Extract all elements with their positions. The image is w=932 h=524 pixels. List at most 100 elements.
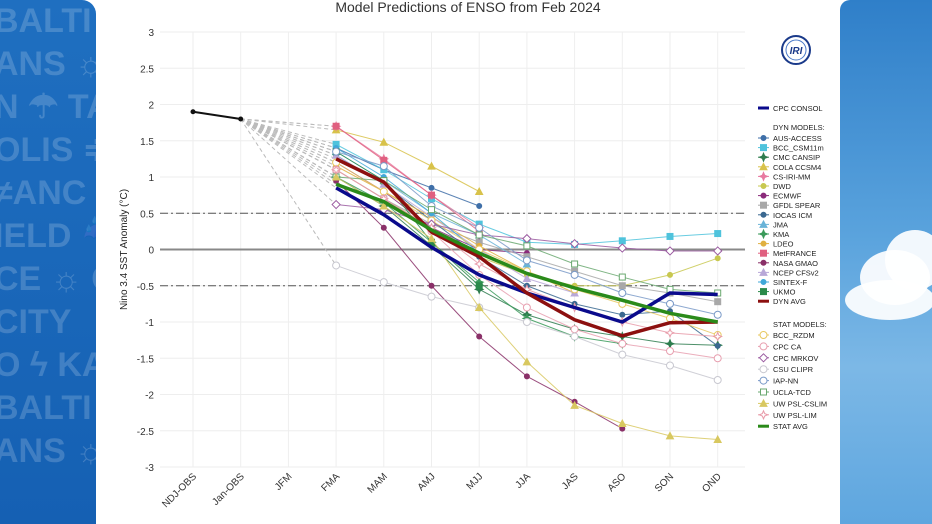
legend-marker <box>760 249 767 257</box>
legend-item: UW PSL-CSLIM <box>758 398 827 408</box>
legend-marker <box>760 183 767 189</box>
data-point <box>713 376 722 384</box>
data-point <box>523 373 530 380</box>
data-point <box>332 122 340 130</box>
observed-point <box>238 116 244 122</box>
data-point <box>712 331 723 342</box>
data-point <box>617 418 627 427</box>
data-point <box>618 289 627 297</box>
data-point <box>714 230 722 238</box>
y-tick-label: -3 <box>145 463 154 474</box>
data-point <box>714 255 721 262</box>
legend-label: JMA <box>773 220 788 229</box>
legend-marker <box>758 353 769 363</box>
legend-item: UKMO <box>758 288 796 297</box>
legend-item: STAT AVG <box>758 422 808 431</box>
legend-item: AUS-ACCESS <box>758 134 822 143</box>
y-axis-label: Nino 3.4 SST Anomaly (°C) <box>119 189 130 310</box>
legend-item: CS-IRI-MM <box>758 171 811 182</box>
legend-item: DWD <box>758 182 791 191</box>
legend-item: CPC CA <box>758 342 801 351</box>
data-point <box>522 303 531 312</box>
legend-item: LDEO <box>758 240 794 249</box>
legend-label: SINTEX-F <box>773 278 808 287</box>
legend-marker <box>760 279 767 285</box>
data-point <box>713 310 722 319</box>
data-point <box>331 199 341 210</box>
series-line <box>335 151 480 287</box>
data-point <box>570 332 579 341</box>
data-point <box>714 342 721 349</box>
legend-label: CMC CANSIP <box>773 153 820 162</box>
data-point <box>713 354 722 363</box>
legend-item: SINTEX-F <box>758 278 808 287</box>
background-word: BALTI <box>0 2 92 40</box>
legend-marker <box>758 409 769 421</box>
data-point <box>522 256 531 265</box>
legend-marker <box>759 162 768 171</box>
legend-label: IAP-NN <box>773 377 798 386</box>
legend-label: ECMWF <box>773 192 802 201</box>
connector-line <box>240 118 337 167</box>
data-point <box>618 339 627 348</box>
legend-label: AUS-ACCESS <box>773 134 822 143</box>
data-point <box>428 282 435 289</box>
legend-marker <box>760 288 767 296</box>
legend-item: NCEP CFSv2 <box>758 267 819 277</box>
legend-item: DYN AVG <box>758 297 806 306</box>
legend-marker <box>759 219 768 228</box>
data-point <box>379 137 389 146</box>
logo-text: IRI <box>790 46 803 57</box>
data-point <box>618 237 626 245</box>
connector-line <box>240 118 337 149</box>
y-tick-label: -1 <box>145 318 154 329</box>
data-point <box>332 147 341 156</box>
background-word: OLIS ≑ <box>0 131 96 169</box>
y-tick-label: 1 <box>148 173 154 184</box>
legend-item: CMC CANSIP <box>758 151 820 163</box>
legend-label: UKMO <box>773 288 796 297</box>
background-word: ≠ANC <box>0 174 87 212</box>
legend-item: ECMWF <box>758 192 802 201</box>
series-iap-nn <box>332 147 722 319</box>
data-point <box>428 206 435 214</box>
series-line <box>335 129 480 192</box>
series-line <box>335 125 480 229</box>
observed-line <box>192 110 241 120</box>
legend-label: UCLA-TCD <box>773 388 812 397</box>
legend-marker <box>758 171 769 182</box>
connector-line <box>240 118 337 182</box>
legend-marker <box>760 135 767 141</box>
legend-marker <box>759 331 768 339</box>
y-tick-label: -2.5 <box>137 427 155 438</box>
series-line <box>335 182 719 324</box>
connector-line <box>240 118 337 178</box>
legend-marker <box>759 376 768 385</box>
series-cola-ccsm4 <box>331 125 484 195</box>
y-tick-label: 0.5 <box>140 209 154 220</box>
legend-label: BCC_CSM11m <box>773 144 824 153</box>
data-point <box>618 282 626 290</box>
data-point <box>665 246 675 256</box>
legend-marker <box>760 192 767 199</box>
legend-label: STAT AVG <box>773 422 808 431</box>
logo-inner-ring <box>785 39 807 61</box>
legend-marker <box>760 211 767 218</box>
data-point <box>332 261 341 270</box>
legend-header-stat: STAT MODELS: <box>773 320 827 329</box>
legend-label: LDEO <box>773 240 794 249</box>
legend-item: BCC_RZDM <box>758 331 815 340</box>
legend-label: NASA GMAO <box>773 259 818 268</box>
connector-line <box>240 118 337 205</box>
data-point <box>618 350 627 359</box>
chart-title: Model Predictions of ENSO from Feb 2024 <box>335 0 601 15</box>
connector-line <box>240 118 337 189</box>
data-point <box>379 162 388 171</box>
legend-marker <box>758 228 769 240</box>
y-tick-label: 2 <box>148 101 154 112</box>
connector-line <box>240 118 337 127</box>
legend-marker <box>760 388 767 396</box>
legend-label: CPC MRKOV <box>773 354 818 363</box>
y-tick-label: -2 <box>145 391 154 402</box>
legend-item: GFDL SPEAR <box>758 201 821 210</box>
